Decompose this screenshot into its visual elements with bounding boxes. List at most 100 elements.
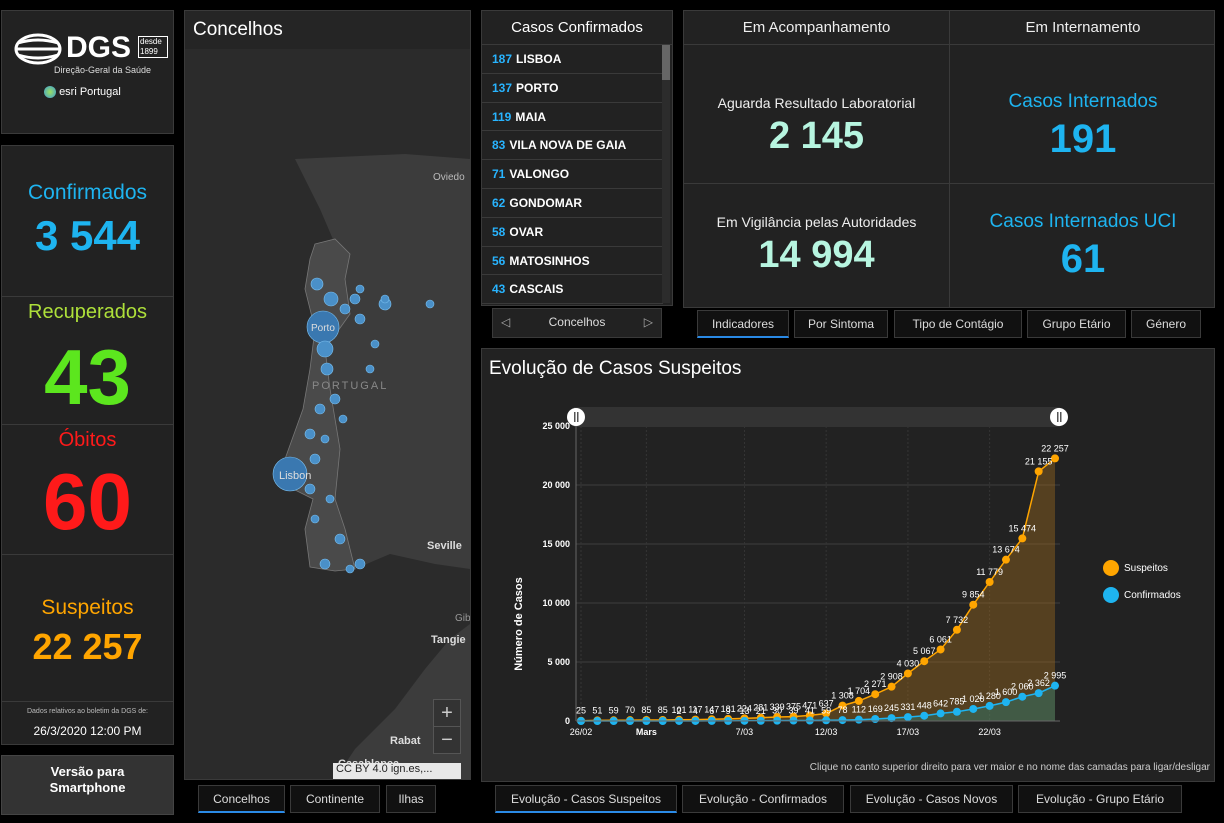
cases-list-nav: ◁ Concelhos ▷ [492,308,662,338]
esri-logo: esri Portugal [44,86,121,99]
chart-legend: Suspeitos Confirmados [1103,560,1181,603]
data-label: 339 [770,702,785,712]
data-point [920,657,929,666]
divider [2,296,173,297]
map-title: Concelhos [193,19,283,40]
zoom-out-button[interactable]: − [433,726,461,754]
zoom-in-button[interactable]: + [433,699,461,727]
list-item[interactable]: 119 MAIA [482,103,663,132]
data-point [1001,555,1010,564]
range-slider-bar[interactable] [574,407,1060,427]
tab-tipo-contagio[interactable]: Tipo de Contágio [894,310,1022,338]
data-label: 85 [641,705,651,715]
suspect-cases-chart[interactable]: 25 51 59 70 85 85 101 117 147 181 224 281 339 375 471 6… [482,349,1214,781]
next-icon[interactable]: ▷ [643,315,653,329]
tab-evolucao-suspeitos[interactable]: Evolução - Casos Suspeitos [495,785,677,813]
tab-evolucao-novos[interactable]: Evolução - Casos Novos [850,785,1013,813]
chart-areas [581,458,1055,721]
data-label: 471 [802,700,817,710]
data-label: 25 [576,706,586,716]
data-label: 281 [753,703,768,713]
divider [684,44,1214,45]
tab-continente[interactable]: Continente [290,785,380,813]
data-label: 245 [884,703,899,713]
x-tick-label: 7/03 [736,727,754,737]
data-label: 224 [737,703,752,713]
map-attribution[interactable]: CC BY 4.0 ign.es,... [333,763,461,779]
data-label: 169 [868,704,883,714]
confirmados-value: 3 544 [34,212,141,259]
data-label: 6 [709,706,714,716]
list-item[interactable]: 71 VALONGO [482,160,663,189]
case-markers [272,277,435,574]
data-label: 117 [688,705,702,715]
stats-panel: Confirmados 3 544 Recuperados 43 Óbitos … [1,145,174,745]
list-item[interactable]: 43 CASCAIS [482,275,663,305]
place-porto: Porto [311,323,335,334]
cases-list: 187 LISBOA 137 PORTO 119 MAIA 83 VILA NOVA D… [482,45,663,305]
data-point [952,707,961,716]
tab-grupo-etario[interactable]: Grupo Etário [1027,310,1126,338]
y-axis-label: Número de Casos [513,577,525,671]
map-canvas[interactable]: Oviedo Porto PORTUGAL Lisbon Seville Gib… [185,49,470,779]
data-label: 78 [838,705,848,715]
tab-concelhos[interactable]: Concelhos [198,785,285,813]
list-item[interactable]: 83 VILA NOVA DE GAIA [482,131,663,161]
data-label: 39 [788,706,798,716]
scrollbar[interactable] [662,45,670,303]
place-seville: Seville [427,540,462,552]
divider [2,424,173,425]
range-slider-right-handle[interactable] [1050,408,1068,426]
data-label: 101 [672,705,687,715]
cases-list-title: Casos Confirmados [482,11,672,45]
chart-panel: Evolução de Casos Suspeitos 25 51 59 70 85 85… [481,348,1215,782]
scrollbar-thumb[interactable] [662,45,670,80]
data-point [1018,534,1027,543]
chart-data-labels: 25 51 59 70 85 85 101 117 147 181 224 281 339 375 471 6… [576,443,1069,716]
x-tick-label: 17/03 [897,727,920,737]
brand-since: desde 1899 [138,36,168,58]
data-point [854,715,863,724]
tab-ilhas[interactable]: Ilhas [386,785,436,813]
tab-genero[interactable]: Género [1131,310,1201,338]
data-label: 1 020 [962,694,985,704]
tab-evolucao-confirmados[interactable]: Evolução - Confirmados [682,785,844,813]
x-tick-label: Mars [636,727,657,737]
data-point [936,709,945,718]
data-label: 59 [821,705,831,715]
data-point [1034,467,1043,476]
x-tick-label: 26/02 [570,727,593,737]
place-rabat: Rabat [390,735,421,747]
vigilancia-label: Em Vigilância pelas Autoridades [716,214,917,230]
prev-icon[interactable]: ◁ [501,315,511,329]
tab-por-sintoma[interactable]: Por Sintoma [794,310,888,338]
divider [684,183,1214,184]
data-label: 2 060 [1011,682,1034,692]
data-label: 70 [625,705,635,715]
list-item[interactable]: 56 MATOSINHOS [482,247,663,276]
tab-evolucao-grupo-etario[interactable]: Evolução - Grupo Etário [1018,785,1182,813]
data-label: 9 854 [962,590,985,600]
data-label: 4 030 [897,658,920,668]
legend-marker [1103,560,1119,576]
uci-value: 61 [1060,237,1106,281]
map-panel: Concelhos Oviedo Porto PORTUGAL Lisbon S… [184,10,471,780]
data-label: 13 674 [992,545,1020,555]
series-area-confirmados [581,685,1055,721]
tab-indicadores[interactable]: Indicadores [697,310,789,338]
data-label: 1 280 [978,691,1001,701]
handle-grip-icon [574,412,576,422]
data-point [1051,681,1059,690]
chart-axes: 0 5 000 10 000 15 000 20 000 25 000 26/02 Mars 7… [542,421,1060,737]
data-point [838,716,847,725]
smartphone-button[interactable]: Versão para Smartphone [1,755,174,815]
list-item[interactable]: 58 OVAR [482,218,663,247]
internados-label: Casos Internados [1008,91,1158,112]
range-slider-left-handle[interactable] [567,408,585,426]
bulletin-note: Dados relativos ao boletim da DGS de: [26,708,148,715]
y-tick-label: 15 000 [542,539,570,549]
internamento-header: Em Internamento [1025,19,1141,36]
list-item[interactable]: 137 PORTO [482,74,663,103]
list-item[interactable]: 62 GONDOMAR [482,189,663,218]
list-item[interactable]: 187 LISBOA [482,45,663,74]
